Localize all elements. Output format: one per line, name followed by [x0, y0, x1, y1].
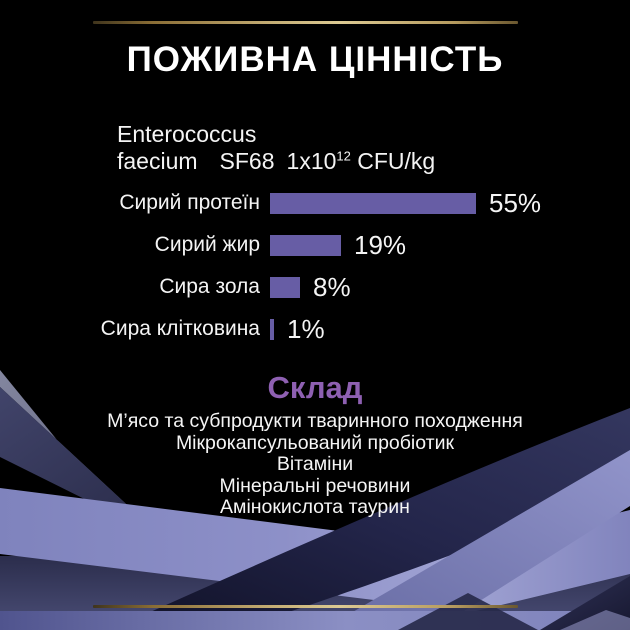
- probiotic-amount: 1x1012 CFU/kg: [286, 148, 436, 174]
- chart-row: Сира клітковина 1%: [0, 308, 630, 350]
- ribbon-light-right: [322, 450, 630, 630]
- probiotic-species: faecium: [117, 148, 198, 174]
- probiotic-strain: SF68: [219, 148, 275, 174]
- chart-category-label: Сира клітковина: [100, 317, 260, 340]
- chart-bar: [270, 234, 341, 256]
- chart-value-label: 19%: [354, 229, 407, 260]
- gold-divider-top: [93, 21, 518, 24]
- gold-divider-bottom: [93, 605, 518, 608]
- background-ribbons: [0, 370, 630, 630]
- composition-item: Амінокислота таурин: [220, 496, 410, 518]
- chart-row: Сирий жир 19%: [0, 224, 630, 266]
- chart-bar: [270, 276, 300, 298]
- probiotic-genus: Enterococcus: [117, 121, 257, 147]
- composition-item: М’ясо та субпродукти тваринного походжен…: [107, 410, 523, 432]
- composition-item: Вітаміни: [276, 453, 354, 475]
- chart-value-label: 55%: [489, 187, 542, 218]
- chart-category-label: Сирий жир: [154, 233, 260, 256]
- probiotic-info: Enterococcus faecium SF68 1x1012 CFU/kg: [117, 121, 435, 175]
- chart-value-label: 1%: [287, 313, 325, 344]
- probiotic-unit: CFU/kg: [357, 148, 436, 174]
- chart-category-label: Сира зола: [159, 275, 260, 298]
- probiotic-amount-exponent: 12: [336, 148, 351, 164]
- chart-row: Сира зола 8%: [0, 266, 630, 308]
- chart-bar: [270, 192, 476, 214]
- composition-section: Склад М’ясо та субпродукти тваринного по…: [0, 370, 630, 519]
- chart-bar: [270, 318, 274, 340]
- composition-item: Мікрокапсульований пробіотик: [175, 431, 455, 454]
- ribbon-dark-sweep: [110, 408, 630, 630]
- probiotic-details: faecium SF68 1x1012 CFU/kg: [117, 148, 435, 175]
- nutrition-bar-chart: Сирий протеїн 55% Сирий жир 19% Сира зола 8% С…: [0, 182, 630, 350]
- ribbon-x-dark-1: [398, 593, 538, 630]
- chart-category-label: Сирий протеїн: [119, 191, 260, 214]
- ribbon-bottom-strip: [0, 611, 630, 630]
- composition-list: М’ясо та субпродукти тваринного походжен…: [0, 410, 630, 519]
- chart-row: Сирий протеїн 55%: [0, 182, 630, 224]
- page-title: ПОЖИВНА ЦІННІСТЬ: [126, 40, 504, 79]
- composition-heading: Склад: [267, 370, 363, 405]
- chart-value-label: 8%: [313, 271, 351, 302]
- composition-item: Мінеральні речовини: [219, 474, 411, 497]
- ribbon-x-light-tip: [560, 610, 630, 630]
